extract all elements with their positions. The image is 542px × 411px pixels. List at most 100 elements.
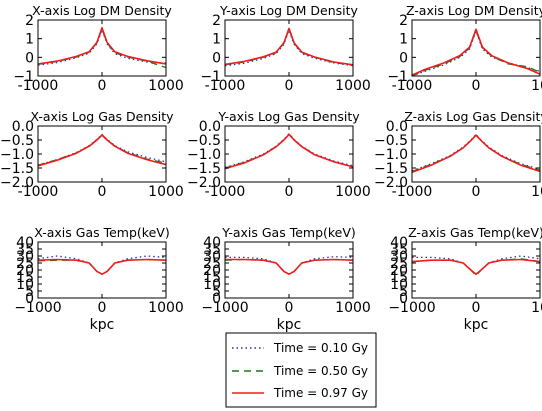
series-line-0 <box>38 29 166 66</box>
xtick-label: -1000 <box>18 78 59 94</box>
series-group <box>412 28 540 76</box>
ytick-label: 5 <box>399 284 408 300</box>
ytick-label: 40 <box>390 235 408 251</box>
subplot-title: X-axis Gas Temp(keV) <box>34 225 169 240</box>
ytick-label: 5 <box>25 284 34 300</box>
xtick-label: 0 <box>472 300 481 316</box>
ytick-label: 2 <box>212 13 221 29</box>
xtick-label: -1000 <box>392 78 433 94</box>
ytick-label: 30 <box>16 249 34 265</box>
xtick-label: 1000 <box>148 78 184 94</box>
ytick-label: 5 <box>212 284 221 300</box>
ytick-label: 0 <box>212 50 221 66</box>
ytick-label: 10 <box>203 277 221 293</box>
subplot-title: Z-axis Log Gas Density <box>404 109 542 124</box>
ytick-label: 1 <box>25 32 34 48</box>
axes-frame <box>224 241 354 299</box>
legend-label-2: Time = 0.97 Gy <box>273 386 368 400</box>
xtick-label: 0 <box>98 300 107 316</box>
legend: Time = 0.10 Gy Time = 0.50 Gy Time = 0.9… <box>225 332 377 408</box>
subplot-title: Z-axis Gas Temp(keV) <box>408 225 542 240</box>
ytick-label: 20 <box>390 263 408 279</box>
ytick-label: 1 <box>212 32 221 48</box>
ytick-label: 25 <box>390 256 408 272</box>
xtick-label: 0 <box>285 300 294 316</box>
xtick-label: 1000 <box>335 300 371 316</box>
xtick-label: 1000 <box>335 78 371 94</box>
xtick-label: 10 <box>531 184 542 200</box>
series-group <box>38 255 166 276</box>
ytick-label: 35 <box>390 242 408 258</box>
ytick-label: 10 <box>16 277 34 293</box>
ytick-label: 40 <box>203 235 221 251</box>
series-line-2 <box>412 28 540 76</box>
legend-label-1: Time = 0.50 Gy <box>273 364 368 378</box>
xtick-label: −1000 <box>388 300 435 316</box>
subplot-8: Z-axis Gas Temp(keV)0510152025303540−100… <box>388 225 542 333</box>
ytick-label: −2.0 <box>187 175 221 191</box>
subplot-title: X-axis Log DM Density <box>32 3 172 18</box>
ytick-label: 0 <box>399 50 408 66</box>
series-group <box>225 27 353 67</box>
ytick-label: 0.0 <box>12 119 34 135</box>
ytick-label: 30 <box>203 249 221 265</box>
xtick-label: −1000 <box>201 300 248 316</box>
xtick-label: 0 <box>285 184 294 200</box>
ytick-label: 0 <box>399 291 408 307</box>
xtick-label: -1000 <box>392 184 433 200</box>
subplot-4: Y-axis Log Gas Density −2.0−1.5−1.0−0.50.… <box>187 109 371 200</box>
xtick-label: 1000 <box>148 184 184 200</box>
series-line-1 <box>225 28 353 66</box>
series-group <box>38 26 166 69</box>
ytick-label: 2 <box>25 13 34 29</box>
ytick-label: 20 <box>203 263 221 279</box>
series-line-1 <box>412 29 540 76</box>
xtick-label: 1000 <box>335 184 371 200</box>
subplot-3: X-axis Log Gas Density −2.0−1.5−1.0−0.50.… <box>0 109 184 200</box>
x-axis-label: kpc <box>277 317 302 333</box>
ytick-label: 15 <box>390 270 408 286</box>
series-line-2 <box>225 27 353 66</box>
ytick-label: 1 <box>399 32 408 48</box>
series-group <box>38 133 166 167</box>
subplot-title: Z-axis Log DM Density <box>406 3 542 18</box>
legend-label-0: Time = 0.10 Gy <box>273 341 368 355</box>
xtick-label: -1000 <box>205 78 246 94</box>
ytick-label: 35 <box>16 242 34 258</box>
xtick-label: -1000 <box>18 184 59 200</box>
ytick-label: −1 <box>200 69 221 85</box>
subplot-5: Z-axis Log Gas Density −2.0−1.5−1.0−0.50.… <box>374 109 542 200</box>
series-line-2 <box>412 134 540 173</box>
legend-frame <box>225 332 377 408</box>
x-axis-label: kpc <box>464 317 489 333</box>
ytick-label: 15 <box>16 270 34 286</box>
ytick-label: 25 <box>16 256 34 272</box>
series-line-0 <box>412 30 540 76</box>
series-line-2 <box>38 26 166 65</box>
ytick-label: 0.0 <box>199 119 221 135</box>
xtick-label: 1000 <box>148 300 184 316</box>
series-line-0 <box>225 256 353 275</box>
subplot-title: Y-axis Log DM Density <box>219 3 358 18</box>
subplot-title: Y-axis Gas Temp(keV) <box>221 225 356 240</box>
ytick-label: 0 <box>25 50 34 66</box>
series-line-1 <box>38 258 166 275</box>
ytick-label: 40 <box>16 235 34 251</box>
ytick-label: 15 <box>203 270 221 286</box>
series-group <box>412 255 540 277</box>
ytick-label: −1.5 <box>187 161 221 177</box>
ytick-label: 0 <box>212 291 221 307</box>
xtick-label: 0 <box>98 184 107 200</box>
xtick-label: 0 <box>98 78 107 94</box>
series-line-0 <box>225 29 353 67</box>
ytick-label: 30 <box>390 249 408 265</box>
subplot-2: Z-axis Log DM Density −1 0 1 2 -1000 0 10 <box>387 3 542 94</box>
xtick-label: 0 <box>472 78 481 94</box>
axes-frame <box>37 241 167 299</box>
subplot-1: Y-axis Log DM Density −1 0 1 2 -1000 0 1000 <box>200 3 370 94</box>
x-axis-label: kpc <box>90 317 115 333</box>
ytick-label: 35 <box>203 242 221 258</box>
ytick-label: −0.5 <box>187 133 221 149</box>
